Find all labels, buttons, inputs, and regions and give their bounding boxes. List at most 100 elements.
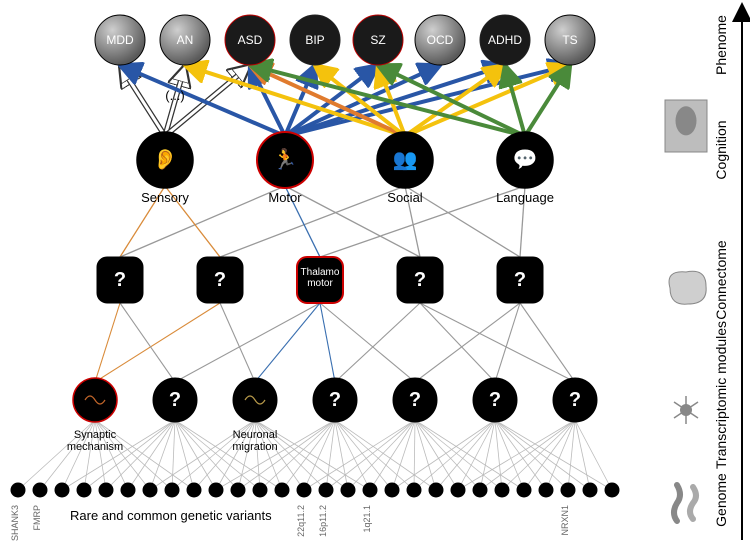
edge-genome-tm: [414, 420, 415, 490]
people-icon: 👥: [393, 149, 418, 171]
edge-tm-conn: [95, 303, 120, 382]
edge-genome-tm: [495, 420, 502, 490]
edge-genome-tm: [575, 420, 590, 490]
genome-variant-dot: [385, 483, 400, 498]
genome-variant-dot: [33, 483, 48, 498]
run-icon: 🏃: [273, 147, 298, 171]
cog-label: Social: [387, 190, 423, 205]
genome-variant-dot: [429, 483, 444, 498]
genome-variant-dot: [187, 483, 202, 498]
edge-genome-tm: [348, 420, 415, 490]
edge-genome-tm: [128, 420, 175, 490]
ear-icon: 👂: [153, 147, 178, 171]
genome-variant-dot: [407, 483, 422, 498]
genome-variant-dot: [363, 483, 378, 498]
genome-variant-dot: [231, 483, 246, 498]
edge-conn-cog: [220, 186, 405, 257]
edge-tm-conn: [335, 303, 420, 382]
conn-q: ?: [114, 269, 126, 291]
genome-variant-dot: [275, 483, 290, 498]
axis-label: Transcriptomic modules: [713, 321, 729, 469]
gene-label: NRXN1: [560, 505, 570, 536]
axis-label: Phenome: [713, 15, 729, 75]
genome-variant-dot: [605, 483, 620, 498]
genome-variant-dot: [297, 483, 312, 498]
genome-variant-dot: [253, 483, 268, 498]
genome-variant-dot: [473, 483, 488, 498]
cog-label: Motor: [268, 190, 302, 205]
tm-q: ?: [489, 389, 501, 411]
tm-q: ?: [409, 389, 421, 411]
phenome-label: TS: [562, 33, 577, 47]
edge-tm-conn: [520, 303, 575, 382]
genome-variant-dot: [495, 483, 510, 498]
edge-tm-conn: [95, 303, 220, 382]
edge-tm-conn: [495, 303, 520, 382]
tm-sublabel: Synapticmechanism: [67, 429, 123, 453]
genome-variant-dot: [143, 483, 158, 498]
tm-q: ?: [169, 389, 181, 411]
edge-genome-tm: [415, 420, 480, 490]
edge-genome-tm: [415, 420, 502, 490]
conn-q: ?: [414, 269, 426, 291]
diagram-canvas: Rare and common genetic variantsSHANK3FM…: [0, 0, 750, 558]
tm-q: ?: [569, 389, 581, 411]
phenome-label: MDD: [106, 33, 134, 47]
gene-label: 16p11.2: [318, 505, 328, 537]
genome-variant-dot: [561, 483, 576, 498]
genome-variant-dot: [319, 483, 334, 498]
genome-caption: Rare and common genetic variants: [70, 508, 272, 523]
chromosome-icon: [690, 487, 696, 519]
gene-label: FMRP: [32, 505, 42, 531]
phenome-label: BIP: [305, 33, 324, 47]
phenome-label: OCD: [427, 33, 454, 47]
edge-genome-tm: [370, 420, 415, 490]
tm-sublabel: Neuronalmigration: [232, 429, 277, 453]
axis-label: Cognition: [713, 120, 729, 179]
diagram-svg: Rare and common genetic variantsSHANK3FM…: [0, 0, 750, 558]
edge-genome-tm: [106, 420, 175, 490]
genome-variant-dot: [77, 483, 92, 498]
edge-genome-tm: [335, 420, 348, 490]
edge-genome-tm: [415, 420, 436, 490]
axis-label: Genome: [713, 473, 729, 527]
edge-genome-tm: [172, 420, 175, 490]
genome-variant-dot: [55, 483, 70, 498]
edge-genome-tm: [335, 420, 392, 490]
edge-tm-conn: [175, 303, 320, 382]
edge-tm-conn: [120, 303, 175, 382]
phenome-label: ADHD: [488, 33, 522, 47]
cog-label: Language: [496, 190, 554, 205]
genome-variant-dot: [539, 483, 554, 498]
edge-genome-tm: [150, 420, 175, 490]
genome-variant-dot: [165, 483, 180, 498]
edge-genome-tm: [415, 420, 524, 490]
edge-tm-conn: [255, 303, 320, 382]
edge-tm-conn: [220, 303, 255, 382]
genome-variant-dot: [583, 483, 598, 498]
edge-tm-conn: [320, 303, 415, 382]
axis-label: Connectome: [713, 240, 729, 320]
edge-genome-tm: [335, 420, 436, 490]
ellipsis: (...): [165, 88, 185, 103]
edge-genome-tm: [436, 420, 495, 490]
edge-genome-tm: [575, 420, 612, 490]
genome-variant-dot: [99, 483, 114, 498]
genome-variant-dot: [11, 483, 26, 498]
genome-variant-dot: [121, 483, 136, 498]
phenome-label: ASD: [238, 33, 263, 47]
edge-tm-conn: [420, 303, 575, 382]
phenome-label: SZ: [370, 33, 385, 47]
phenome-label: AN: [177, 33, 194, 47]
portrait-face: [676, 106, 697, 135]
tm-q: ?: [329, 389, 341, 411]
edge-genome-tm: [392, 420, 415, 490]
gene-label: 22q11.2: [296, 505, 306, 537]
conn-q: ?: [214, 269, 226, 291]
genome-variant-dot: [209, 483, 224, 498]
edge-cog-phen: [122, 66, 285, 136]
genome-variant-dot: [341, 483, 356, 498]
genome-variant-dot: [451, 483, 466, 498]
genome-variant-dot: [517, 483, 532, 498]
conn-q: ?: [514, 269, 526, 291]
